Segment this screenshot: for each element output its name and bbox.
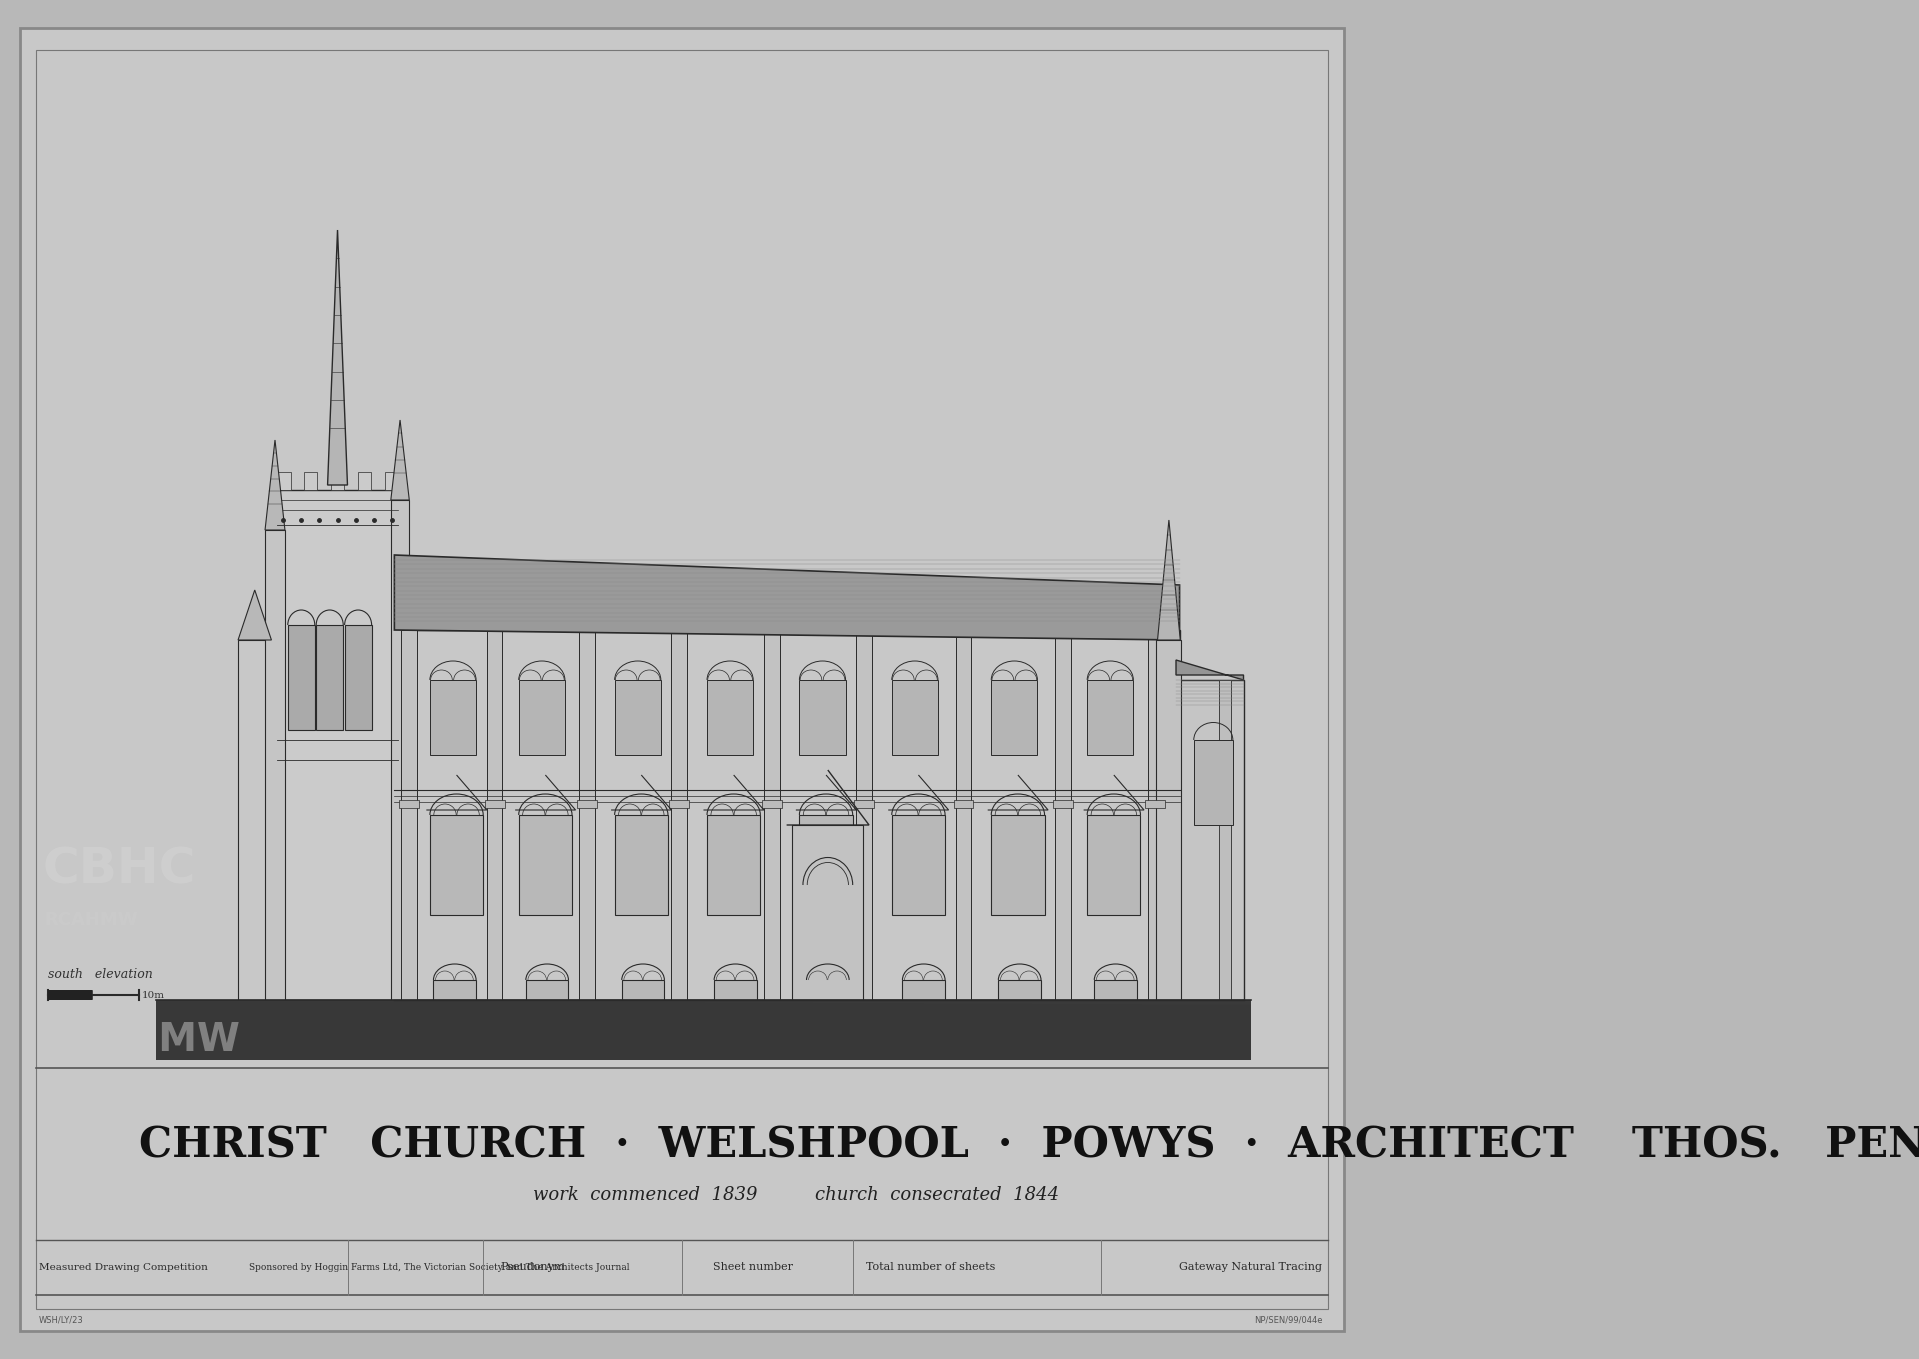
Text: CHRIST   CHURCH  ·  WELSHPOOL  ·  POWYS  ·  ARCHITECT    THOS.   PENSON: CHRIST CHURCH · WELSHPOOL · POWYS · ARCH… [138,1124,1919,1166]
Polygon shape [1176,660,1244,680]
Bar [1157,640,1182,1000]
Bar [1176,680,1244,1000]
Text: Total number of sheets: Total number of sheets [865,1263,996,1272]
Bar [956,631,971,1000]
Bar [580,631,595,1000]
Polygon shape [391,420,409,500]
Bar [317,625,344,730]
Text: NP/SEN/99/044e: NP/SEN/99/044e [1253,1316,1322,1325]
Text: south   elevation: south elevation [48,969,154,981]
Bar [401,631,416,1000]
Text: WSH/LY/23: WSH/LY/23 [38,1316,84,1325]
Polygon shape [1157,520,1180,640]
Text: Sheet number: Sheet number [714,1263,793,1272]
Text: Pseudonym: Pseudonym [501,1263,566,1272]
Bar [48,989,92,1000]
Bar [762,800,781,809]
Bar [614,680,660,756]
FancyBboxPatch shape [155,1000,1251,1060]
Bar [998,980,1040,1055]
Bar [902,980,944,1055]
Text: Measured Drawing Competition: Measured Drawing Competition [38,1263,207,1272]
Polygon shape [155,1000,1251,1060]
Bar [992,680,1038,756]
Bar [800,815,852,915]
Bar [954,800,973,809]
Bar [892,815,944,915]
Bar [518,815,572,915]
Bar [578,800,597,809]
Bar [706,815,760,915]
Polygon shape [238,590,271,640]
Bar [330,472,344,491]
Bar [526,980,568,1055]
Bar [622,980,664,1055]
Bar [430,680,476,756]
Bar [1219,680,1232,1000]
Bar [486,800,505,809]
Bar [434,980,476,1055]
Text: RCAHMW: RCAHMW [36,1021,240,1059]
Bar [276,491,397,1000]
Bar [892,680,938,756]
Text: 10m: 10m [142,991,165,999]
Text: Coflein.gov.uk: Coflein.gov.uk [44,936,142,951]
Bar [391,500,409,1000]
Bar [345,625,372,730]
Bar [1055,631,1071,1000]
Bar [1088,680,1134,756]
Bar [238,640,271,1000]
Bar [430,815,484,915]
Polygon shape [265,440,284,530]
Bar [800,680,846,756]
Bar [614,815,668,915]
Bar [276,472,290,491]
Text: CBHC: CBHC [42,847,196,894]
Bar [518,680,564,756]
Bar [357,472,370,491]
Bar [992,815,1044,915]
Bar [806,980,848,1055]
Bar [764,631,779,1000]
Bar [1148,631,1163,1000]
Bar [1094,980,1136,1055]
Text: Sponsored by Hoggin Farms Ltd, The Victorian Society and The Architects Journal: Sponsored by Hoggin Farms Ltd, The Victo… [249,1263,629,1272]
Bar [384,472,397,491]
Text: work  commenced  1839          church  consecrated  1844: work commenced 1839 church consecrated 1… [533,1186,1059,1204]
Bar [265,530,284,1000]
Polygon shape [328,230,347,485]
Bar [672,631,687,1000]
Text: Gateway Natural Tracing: Gateway Natural Tracing [1180,1263,1322,1272]
Bar [1146,800,1165,809]
Bar [487,631,503,1000]
Bar [670,800,689,809]
Bar [1088,815,1140,915]
Bar [303,472,317,491]
Bar [288,625,315,730]
Bar [1054,800,1073,809]
Bar [714,980,756,1055]
Text: RCAHMW: RCAHMW [44,911,138,930]
Polygon shape [395,554,1180,640]
Bar [399,800,418,809]
Bar [706,680,754,756]
Bar [395,631,1180,1000]
Bar [1194,741,1232,825]
Bar [793,825,864,1000]
Bar [856,631,871,1000]
Bar [854,800,873,809]
